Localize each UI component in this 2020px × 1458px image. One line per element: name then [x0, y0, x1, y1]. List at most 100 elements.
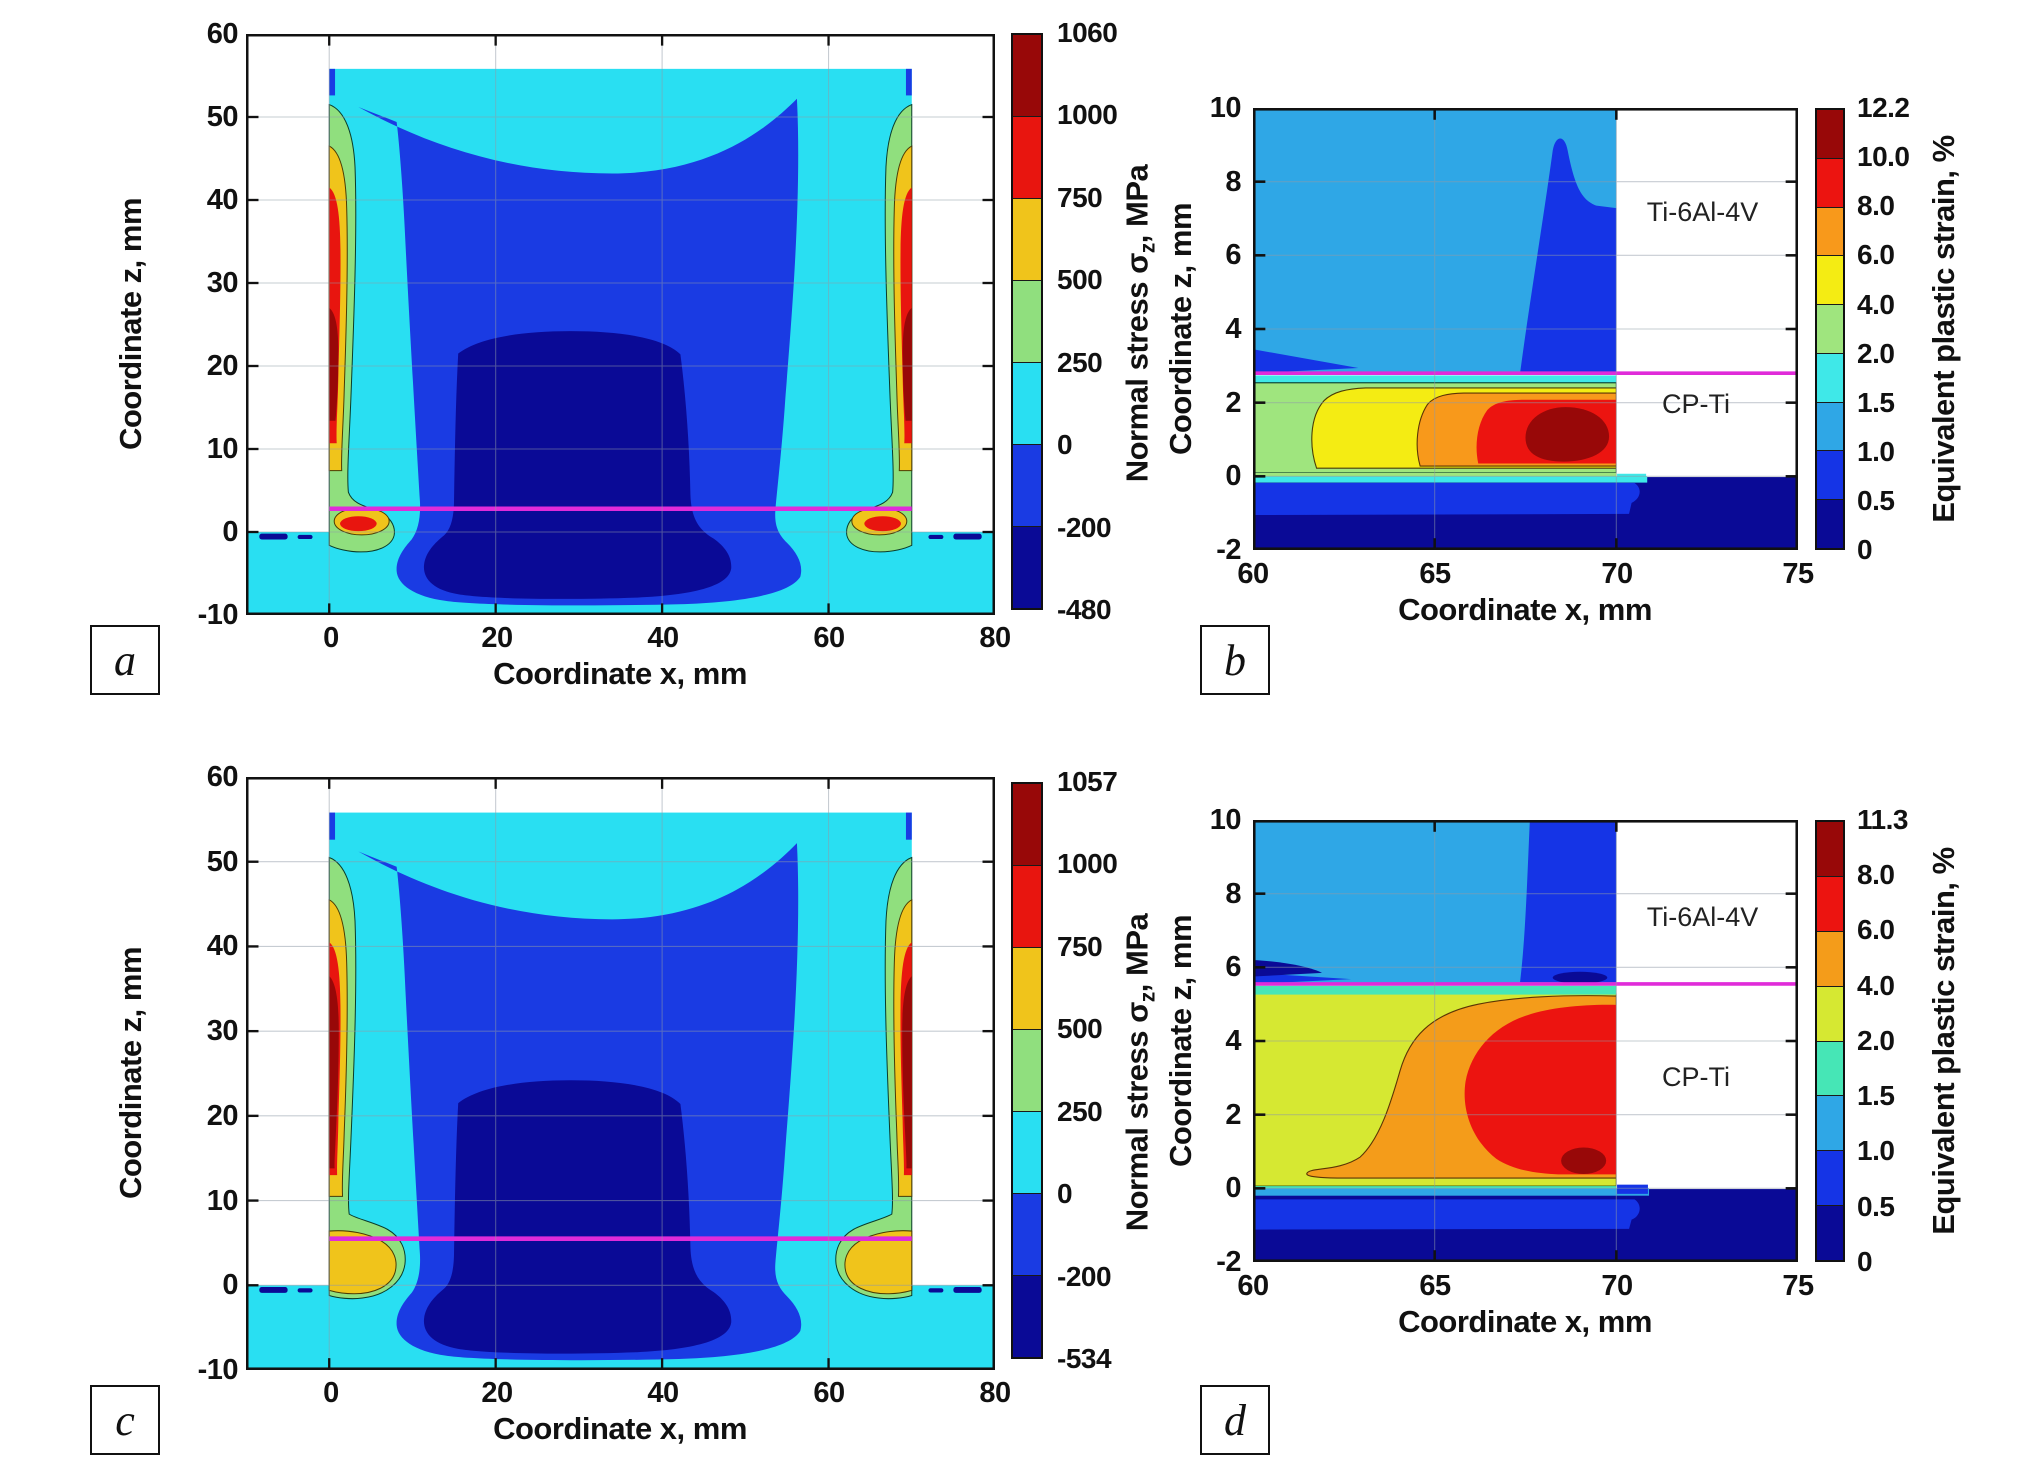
plot-frame: [246, 34, 995, 615]
cb-c-title-pre: Normal stress σ: [1119, 1002, 1155, 1232]
cb-b-band: [1817, 255, 1843, 305]
b-xtick: 60: [1237, 558, 1269, 590]
c-ytick: 20: [206, 1100, 239, 1132]
c-x-axis-title: Coordinate x, mm: [493, 1411, 747, 1446]
plot-frame: [1253, 820, 1798, 1262]
stress-contour-plot-c: [246, 777, 995, 1370]
b-upper-material-label: Ti-6Al-4V: [1646, 197, 1759, 227]
cb-b-value: 2.0: [1857, 338, 1895, 369]
a-ytick: 40: [206, 184, 239, 216]
cb-c-title-sub: z: [1136, 992, 1160, 1003]
a-y-axis-title: Coordinate z, mm: [113, 197, 148, 451]
cb-c-value: 750: [1057, 931, 1103, 962]
cb-d-band: [1817, 1150, 1843, 1206]
c-xtick: 20: [481, 1377, 513, 1409]
cb-d-value: 0: [1857, 1246, 1873, 1277]
a-ytick: 0: [222, 516, 238, 548]
d-upper-material-label: Ti-6Al-4V: [1646, 902, 1759, 932]
d-y-axis-title: Coordinate z, mm: [1163, 914, 1198, 1168]
no-material-region: [1616, 108, 1798, 478]
strain-navy-spot: [1552, 971, 1608, 984]
cpti-strain-max: [1525, 407, 1610, 462]
a-ytick: 10: [206, 433, 239, 465]
panel-letter-c-text: c: [115, 1395, 135, 1445]
cb-b-title: Equivalent plastic strain, %: [1926, 135, 1961, 523]
cb-a-value: 750: [1057, 182, 1103, 213]
cb-b-value: 6.0: [1857, 239, 1895, 270]
cb-b-value: 0: [1857, 534, 1873, 565]
d-xtick: 60: [1237, 1270, 1269, 1302]
strain-wedge-left-blue: [1253, 972, 1352, 984]
cb-b-band: [1817, 110, 1843, 158]
b-xtick: 75: [1782, 558, 1814, 590]
edge-notch: [1617, 473, 1647, 482]
d-ytick: 2: [1225, 1099, 1241, 1131]
strain-wedge-left: [1253, 349, 1359, 374]
cb-a-title-post: , MPa: [1119, 164, 1155, 244]
strain-contour-plot-d: [1253, 820, 1798, 1262]
cb-c-value: 1057: [1057, 766, 1118, 797]
a-ytick: 30: [206, 267, 239, 299]
b-y-axis-title: Coordinate z, mm: [1163, 202, 1198, 456]
d-ytick: 6: [1225, 951, 1241, 983]
strain-column: [1520, 820, 1617, 983]
colorbar-stress-c: [1011, 782, 1043, 1359]
cb-d-band: [1817, 1095, 1843, 1151]
a-x-axis-title: Coordinate x, mm: [493, 656, 747, 691]
b-lower-material-label: CP-Ti: [1662, 389, 1730, 419]
cb-c-band: [1013, 1275, 1041, 1357]
d-ytick: 4: [1225, 1025, 1241, 1057]
d-xtick: 65: [1419, 1270, 1451, 1302]
grid-lines: [246, 777, 995, 1370]
cb-a-value: 0: [1057, 429, 1073, 460]
strain-contour-plot-b: [1253, 108, 1798, 550]
d-xtick: 75: [1782, 1270, 1814, 1302]
panel-letter-b: b: [1200, 625, 1270, 695]
cb-d-band: [1817, 1205, 1843, 1260]
cb-b-value: 1.5: [1857, 387, 1895, 418]
b-ytick: 10: [1209, 92, 1242, 124]
cb-a-band: [1013, 198, 1041, 280]
a-xtick: 0: [323, 622, 339, 654]
c-xtick: 0: [323, 1377, 339, 1409]
b-ytick: 6: [1225, 239, 1241, 271]
c-ytick: 40: [206, 930, 239, 962]
b-xtick: 65: [1419, 558, 1451, 590]
cb-c-band: [1013, 947, 1041, 1029]
panel-letter-d-text: d: [1224, 1395, 1246, 1445]
tensile-edge-bands-left: [259, 812, 406, 1300]
strain-wedge-left-navy: [1253, 959, 1323, 977]
cb-a-value: 1000: [1057, 99, 1118, 130]
grid-lines: [1253, 820, 1798, 1262]
cb-b-band: [1817, 450, 1843, 500]
cb-b-value: 4.0: [1857, 289, 1895, 320]
cb-c-title-post: , MPa: [1119, 913, 1155, 993]
c-ytick: 10: [206, 1185, 239, 1217]
cb-c-value: 1000: [1057, 848, 1118, 879]
stress-contour-plot-a: [246, 34, 995, 615]
b-x-axis-title: Coordinate x, mm: [1398, 592, 1652, 627]
c-xtick: 60: [813, 1377, 845, 1409]
cb-a-value: 250: [1057, 347, 1103, 378]
cb-a-band: [1013, 444, 1041, 526]
b-ytick: 2: [1225, 387, 1241, 419]
cb-d-value: 11.3: [1857, 804, 1908, 835]
c-ytick: 30: [206, 1015, 239, 1047]
cb-d-band: [1817, 930, 1843, 986]
panel-letter-c: c: [90, 1385, 160, 1455]
cb-c-band: [1013, 1193, 1041, 1275]
panel-letter-a: a: [90, 625, 160, 695]
cb-d-value: 1.5: [1857, 1080, 1895, 1111]
cb-a-band: [1013, 35, 1041, 116]
cb-c-value: 500: [1057, 1013, 1103, 1044]
cb-a-band: [1013, 116, 1041, 198]
cb-b-band: [1817, 401, 1843, 451]
strain-thin-green: [1253, 472, 1635, 478]
cb-d-title: Equivalent plastic strain, %: [1926, 847, 1961, 1235]
cb-d-value: 4.0: [1857, 970, 1895, 1001]
cb-a-value: 500: [1057, 264, 1103, 295]
b-xtick: 70: [1601, 558, 1633, 590]
colorbar-strain-d: [1815, 820, 1845, 1262]
cb-a-band: [1013, 526, 1041, 608]
substrate-blue-band: [1253, 1199, 1640, 1230]
